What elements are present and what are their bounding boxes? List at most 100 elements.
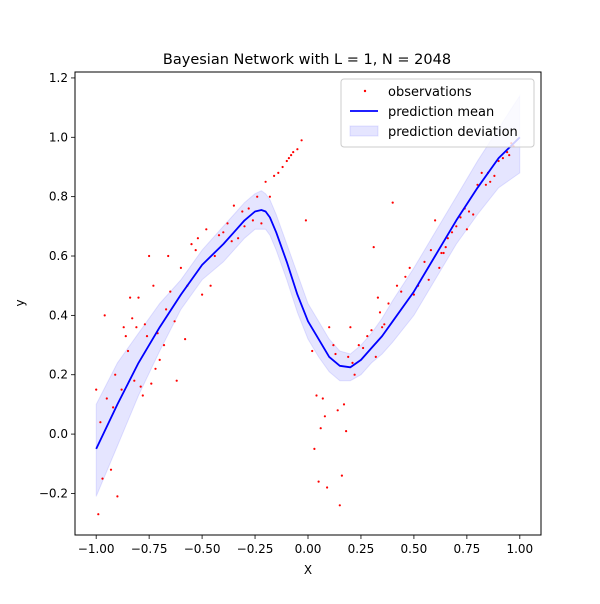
observation-point [105,397,108,400]
observation-point [459,216,462,219]
observation-point [345,430,348,433]
observation-point [148,254,151,258]
observation-point [340,474,343,477]
observation-point [167,254,170,258]
observation-point [126,349,130,353]
observation-point [444,246,447,249]
y-tick-label: 1.0 [49,130,68,144]
observation-point [116,495,119,498]
observation-point [404,275,407,278]
observation-point [383,323,386,326]
observation-point [114,373,117,376]
x-tick-label: 0.50 [401,542,428,556]
legend-label-deviation: prediction deviation [388,125,518,140]
observation-point [501,157,504,160]
observation-point [230,240,233,243]
observation-point [281,165,284,169]
observation-point [217,234,221,237]
observation-point [296,148,299,151]
observation-point [423,260,426,263]
observation-point [169,290,172,293]
legend-label-observations: observations [388,85,472,100]
x-tick-label: −1.00 [78,542,115,556]
observation-point [321,397,324,400]
observation-point [342,403,346,406]
observation-point [427,278,430,281]
observation-point [131,317,134,320]
observation-point [243,225,246,228]
observation-point [247,207,250,210]
observation-point [438,266,441,269]
observation-point [472,213,475,216]
observation-point [408,266,411,269]
observation-point [237,237,240,240]
observation-point [165,308,168,311]
observation-point [290,154,293,157]
observation-point [378,311,382,314]
observation-point [232,204,235,207]
legend-marker-observations [363,89,367,93]
x-axis: −1.00 −0.75 −0.50 −0.25 0.00 0.25 0.50 0.75 1.00 [78,535,533,556]
observation-point [145,335,149,338]
observation-point [205,228,208,231]
observation-point [97,513,100,516]
observation-point [446,237,449,240]
observation-point [347,355,350,358]
observation-point [99,421,102,424]
observation-point [395,284,399,287]
observation-point [311,349,314,353]
observation-point [374,355,377,358]
observation-point [122,326,125,329]
legend: observations prediction mean prediction … [340,78,535,148]
observation-point [277,171,280,174]
deviation-band [95,94,521,497]
observation-point [101,477,104,480]
observation-point [497,159,500,163]
observation-point [387,302,390,305]
observation-point [150,382,153,385]
observation-point [196,237,199,240]
observation-point [326,486,329,489]
observation-point [391,201,394,204]
observation-point [332,344,335,347]
observation-point [285,159,288,163]
observation-point [292,151,295,154]
observation-point [129,296,132,299]
x-tick-label: 0.25 [348,542,375,556]
observation-point [480,171,483,174]
observation-point [120,388,123,391]
observation-point [357,344,360,347]
legend-label-mean: prediction mean [388,105,494,120]
observation-point [173,320,176,323]
observation-point [353,373,356,376]
observation-point [273,174,276,177]
observation-point [152,284,155,287]
observation-point [304,219,307,222]
observation-point [349,326,352,329]
observation-point [162,344,166,347]
observation-point [313,447,316,450]
observation-point [493,174,496,177]
observation-point [442,251,445,255]
observation-point [264,180,267,183]
observation-point [381,326,384,329]
observation-point [336,409,339,412]
observation-point [137,296,140,299]
observation-point [287,157,290,160]
y-axis-label: y [13,299,27,306]
observation-point [366,335,369,338]
observation-point [370,329,373,332]
observation-point [103,314,106,317]
observation-point [434,219,437,222]
observation-point [400,290,403,293]
observation-point [95,388,98,391]
observation-point [300,139,303,142]
observation-point [317,480,320,483]
observation-point [351,361,354,364]
observation-point [429,249,432,252]
x-tick-label: −0.25 [237,542,274,556]
observation-point [109,468,113,471]
y-axis: −0.2 0.0 0.2 0.4 0.6 0.8 1.0 1.2 [39,71,75,500]
x-tick-label: −0.75 [131,542,168,556]
